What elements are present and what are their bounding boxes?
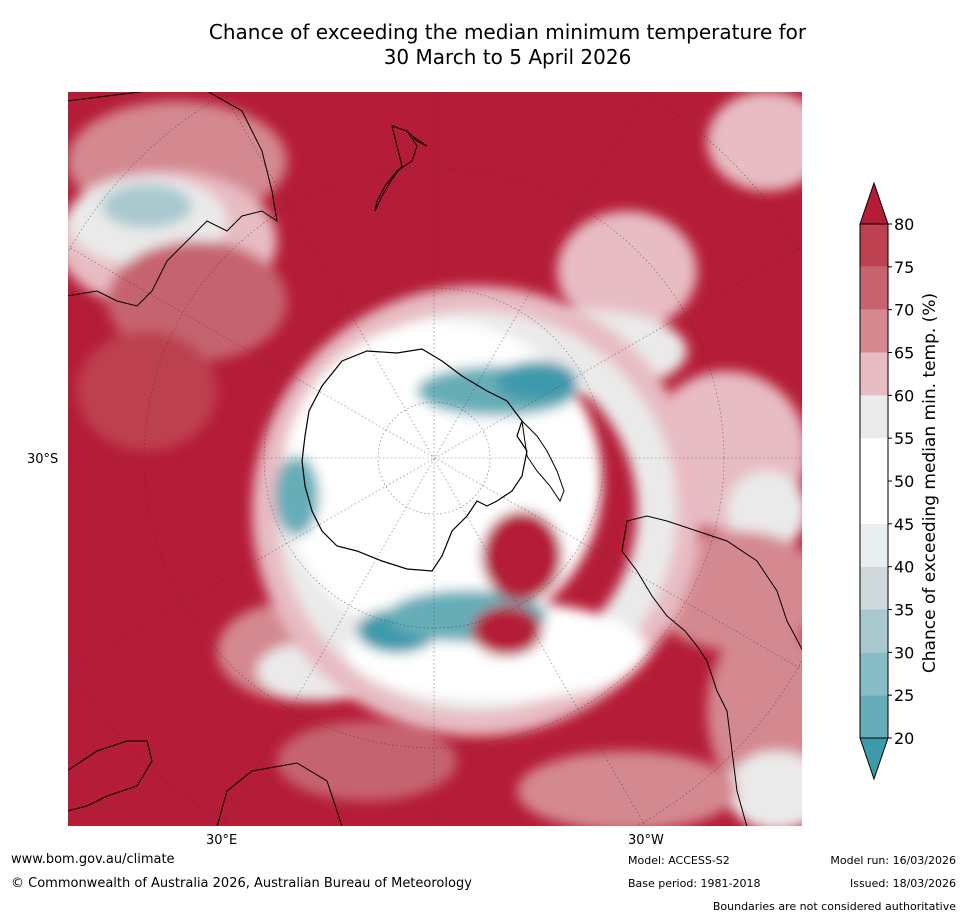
colorbar-tick-label: 25 <box>894 686 914 705</box>
chart-title: Chance of exceeding the median minimum t… <box>0 20 965 70</box>
title-line-2: 30 March to 5 April 2026 <box>383 45 632 69</box>
latitude-label-30s: 30°S <box>27 452 59 467</box>
colorbar-band <box>860 609 888 653</box>
colorbar-band <box>860 523 888 567</box>
colorbar-band <box>860 566 888 610</box>
colorbar-tick-label: 20 <box>894 729 914 748</box>
colorbar-tick-label: 70 <box>894 301 914 320</box>
colorbar-band <box>860 224 888 267</box>
footer-model: Model: ACCESS-S2 <box>628 854 730 867</box>
colorbar-band <box>860 481 888 524</box>
footer-disclaimer: Boundaries are not considered authoritat… <box>712 900 956 913</box>
polar-map <box>67 91 803 827</box>
colorbar-band <box>860 352 888 396</box>
colorbar-band <box>860 438 888 481</box>
footer-base-period: Base period: 1981-2018 <box>628 877 761 890</box>
colorbar-band <box>860 395 888 439</box>
colorbar-tick-label: 40 <box>894 558 914 577</box>
australia-coastline <box>67 91 278 307</box>
colorbar-tick-label: 75 <box>894 258 914 277</box>
antarctic-peninsula <box>521 419 565 503</box>
colorbar-tick-label: 65 <box>894 344 914 363</box>
colorbar-band <box>860 309 888 353</box>
footer-issued: Issued: 18/03/2026 <box>849 877 956 890</box>
colorbar-title: Chance of exceeding median min. temp. (%… <box>920 292 940 674</box>
colorbar-band <box>860 695 888 738</box>
new-zealand-coastline <box>374 125 428 212</box>
footer-model-run: Model run: 16/03/2026 <box>830 854 956 867</box>
colorbar-tick-label: 50 <box>894 472 914 491</box>
colorbar-tick-label: 60 <box>894 386 914 405</box>
antarctica-coastline <box>301 348 528 572</box>
colorbar-tick-label: 80 <box>894 215 914 234</box>
footer-url[interactable]: www.bom.gov.au/climate <box>11 852 175 867</box>
colorbar-top-arrow <box>859 181 889 225</box>
colorbar-tick-label: 45 <box>894 515 914 534</box>
title-line-1: Chance of exceeding the median minimum t… <box>208 20 807 44</box>
colorbar-band <box>860 266 888 310</box>
footer-copyright: © Commonwealth of Australia 2026, Austra… <box>11 876 472 891</box>
colorbar-band <box>860 652 888 696</box>
africa-coastline <box>67 740 343 827</box>
colorbar-tick-label: 35 <box>894 601 914 620</box>
colorbar-tick-label: 30 <box>894 643 914 662</box>
anomaly-field <box>67 91 803 827</box>
south-america-coastline <box>621 515 803 827</box>
colorbar-tick-label: 55 <box>894 429 914 448</box>
colorbar: 20 25 30 35 40 45 50 55 60 65 70 75 80 <box>859 181 914 781</box>
longitude-label-30w: 30°W <box>628 833 664 848</box>
longitude-label-30e: 30°E <box>206 833 238 848</box>
graticule <box>67 91 803 827</box>
colorbar-bottom-arrow <box>859 737 889 781</box>
